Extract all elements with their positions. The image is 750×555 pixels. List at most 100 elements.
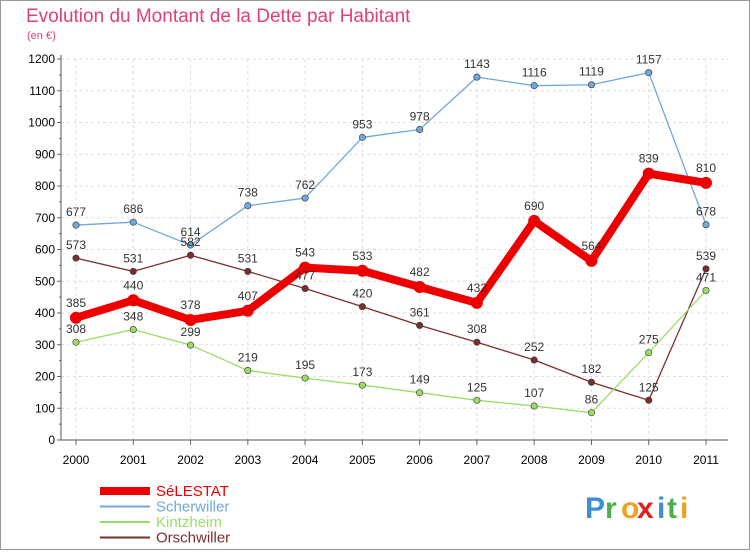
legend-label: SéLESTAT <box>156 483 229 500</box>
y-tick-label: 400 <box>35 306 55 320</box>
data-point <box>129 218 137 226</box>
data-label: 677 <box>66 205 86 219</box>
data-label: 432 <box>467 281 487 295</box>
data-label: 471 <box>696 270 716 284</box>
data-label: 686 <box>123 202 143 216</box>
data-label: 275 <box>639 333 659 347</box>
data-point <box>530 356 538 364</box>
data-point <box>702 286 710 294</box>
data-point <box>413 280 426 293</box>
data-point <box>645 69 653 77</box>
x-tick-label: 2009 <box>578 453 605 467</box>
data-point <box>358 303 366 311</box>
data-point <box>416 125 424 133</box>
data-label: 531 <box>238 251 258 265</box>
data-label: 1116 <box>522 66 547 80</box>
data-label: 378 <box>181 298 201 312</box>
data-point <box>299 261 312 274</box>
plot-area <box>61 55 728 440</box>
data-label: 107 <box>524 386 544 400</box>
y-tick-label: 900 <box>35 147 55 161</box>
brand-letter: P <box>585 492 605 525</box>
grid <box>61 55 728 440</box>
data-label: 182 <box>581 362 601 376</box>
data-label: 420 <box>352 287 372 301</box>
data-label: 361 <box>410 305 430 319</box>
data-point <box>244 366 252 374</box>
legend-label: Scherwiller <box>156 499 229 516</box>
data-label: 533 <box>352 249 372 263</box>
data-label: 531 <box>123 251 143 265</box>
y-tick-label: 600 <box>35 243 55 257</box>
x-tick-label: 2002 <box>177 453 204 467</box>
data-point <box>187 241 195 249</box>
data-point <box>587 378 595 386</box>
data-label: 543 <box>295 246 315 260</box>
data-label: 614 <box>181 225 201 239</box>
brand-letter: t <box>667 492 677 525</box>
data-point <box>530 402 538 410</box>
data-label: 1157 <box>636 53 662 67</box>
data-point <box>416 389 424 397</box>
data-label: 125 <box>467 380 487 394</box>
y-tick-label: 0 <box>48 433 55 447</box>
data-point <box>358 133 366 141</box>
data-label: 219 <box>238 350 258 364</box>
data-point <box>244 202 252 210</box>
x-tick-label: 2007 <box>464 453 491 467</box>
data-point <box>530 82 538 90</box>
data-label: 385 <box>66 296 86 310</box>
data-label: 573 <box>66 238 86 252</box>
data-point <box>645 349 653 357</box>
data-label: 564 <box>581 239 601 253</box>
series-layer <box>70 69 712 417</box>
chart-subtitle: (en €) <box>27 30 56 42</box>
data-label: 125 <box>639 380 659 394</box>
y-tick-label: 500 <box>35 274 55 288</box>
data-point <box>356 264 369 277</box>
series-line-scherwiller <box>75 72 707 246</box>
data-point <box>72 338 80 346</box>
data-label: 149 <box>410 373 430 387</box>
y-tick-label: 1200 <box>28 52 55 66</box>
data-point <box>184 313 197 326</box>
y-tick-label: 800 <box>35 179 55 193</box>
data-label: 477 <box>295 269 315 283</box>
data-point <box>700 176 712 189</box>
data-label: 978 <box>410 109 430 123</box>
x-tick-label: 2003 <box>234 453 261 467</box>
data-label: 348 <box>123 310 143 324</box>
data-label: 953 <box>352 117 372 131</box>
data-label: 173 <box>352 365 372 379</box>
data-label: 86 <box>585 393 599 407</box>
data-point <box>702 221 710 229</box>
y-tick-label: 200 <box>35 370 55 384</box>
data-point <box>127 294 140 307</box>
data-label: 482 <box>410 265 430 279</box>
data-label: 1143 <box>464 57 490 71</box>
x-tick-label: 2000 <box>63 453 90 467</box>
data-point <box>587 81 595 89</box>
data-point <box>187 251 195 259</box>
data-point <box>70 311 82 324</box>
data-point <box>645 396 653 404</box>
series-line-orschwiller <box>75 254 707 401</box>
data-label: 1119 <box>579 65 604 79</box>
x-tick-label: 2010 <box>635 453 662 467</box>
data-label: 690 <box>524 199 544 213</box>
legend-label: Orschwiller <box>156 530 230 547</box>
data-label: 308 <box>66 322 86 336</box>
data-label: 195 <box>295 358 315 372</box>
data-point <box>358 381 366 389</box>
brand-letter: o <box>621 492 639 525</box>
y-tick-label: 100 <box>35 401 55 415</box>
series-line-sélestat <box>72 169 710 324</box>
brand-letter: i <box>657 492 665 525</box>
axes: 0 100 200 300 400 500 600 700 800 900 1000 1100 1200… <box>28 52 728 467</box>
data-label: 810 <box>696 161 716 175</box>
data-label: 762 <box>295 178 315 192</box>
data-label: 299 <box>181 325 201 339</box>
